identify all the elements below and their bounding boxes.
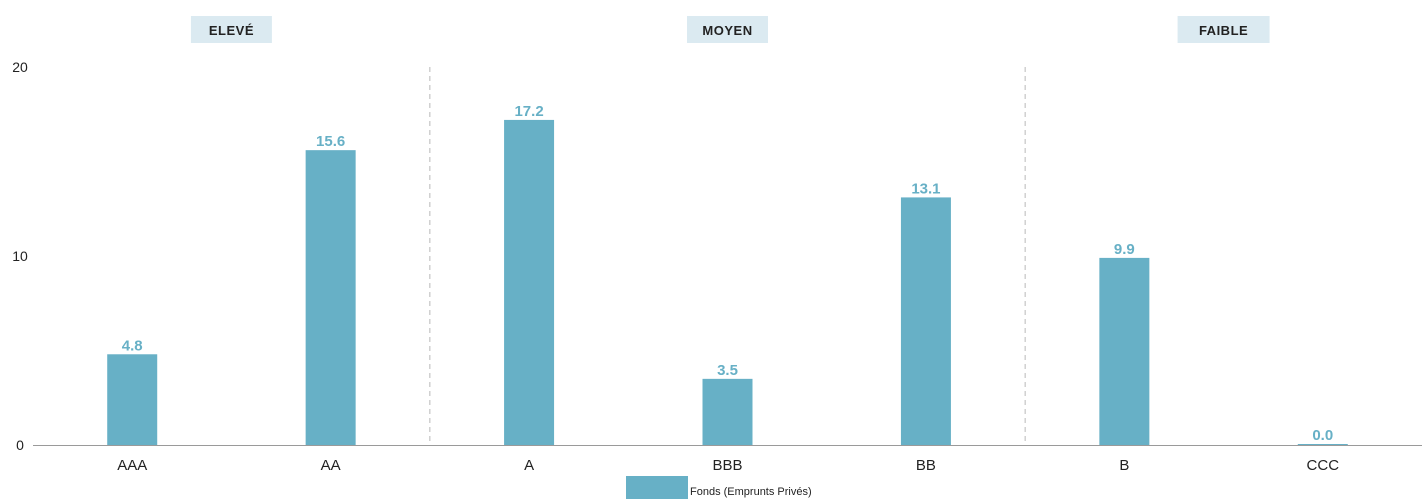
bar-value-label: 17.2 [514,103,543,120]
group-label: FAIBLE [1199,23,1248,38]
bar [305,150,356,445]
bar-value-label: 9.9 [1114,241,1135,258]
y-tick-label: 10 [12,248,28,264]
bar-value-label: 3.5 [717,362,738,379]
bar [900,197,951,445]
y-tick-label: 0 [16,437,24,453]
bar [1099,257,1150,445]
group-band-0 [190,16,272,43]
group-label: MOYEN [702,23,752,38]
y-tick-label: 20 [12,59,28,75]
x-tick-label: BB [916,457,936,474]
legend-label: Fonds (Emprunts Privés) [690,486,812,498]
bar-value-label: 13.1 [911,180,940,197]
bar [1297,444,1348,445]
x-tick-label: CCC [1307,457,1340,474]
group-label: ELEVÉ [209,23,254,38]
bar-value-label: 15.6 [316,133,345,150]
bar-value-label: 4.8 [122,337,143,354]
x-tick-label: B [1119,457,1129,474]
bar-value-label: 0.0 [1312,427,1333,444]
group-band-2 [1177,16,1270,43]
x-tick-label: BBB [712,457,742,474]
bar [504,119,555,446]
group-band-1 [687,16,768,43]
x-tick-label: AA [321,457,341,474]
legend-swatch [626,476,688,499]
bar [107,354,158,445]
x-tick-label: AAA [117,457,147,474]
bar [702,378,753,445]
x-tick-label: A [524,457,534,474]
